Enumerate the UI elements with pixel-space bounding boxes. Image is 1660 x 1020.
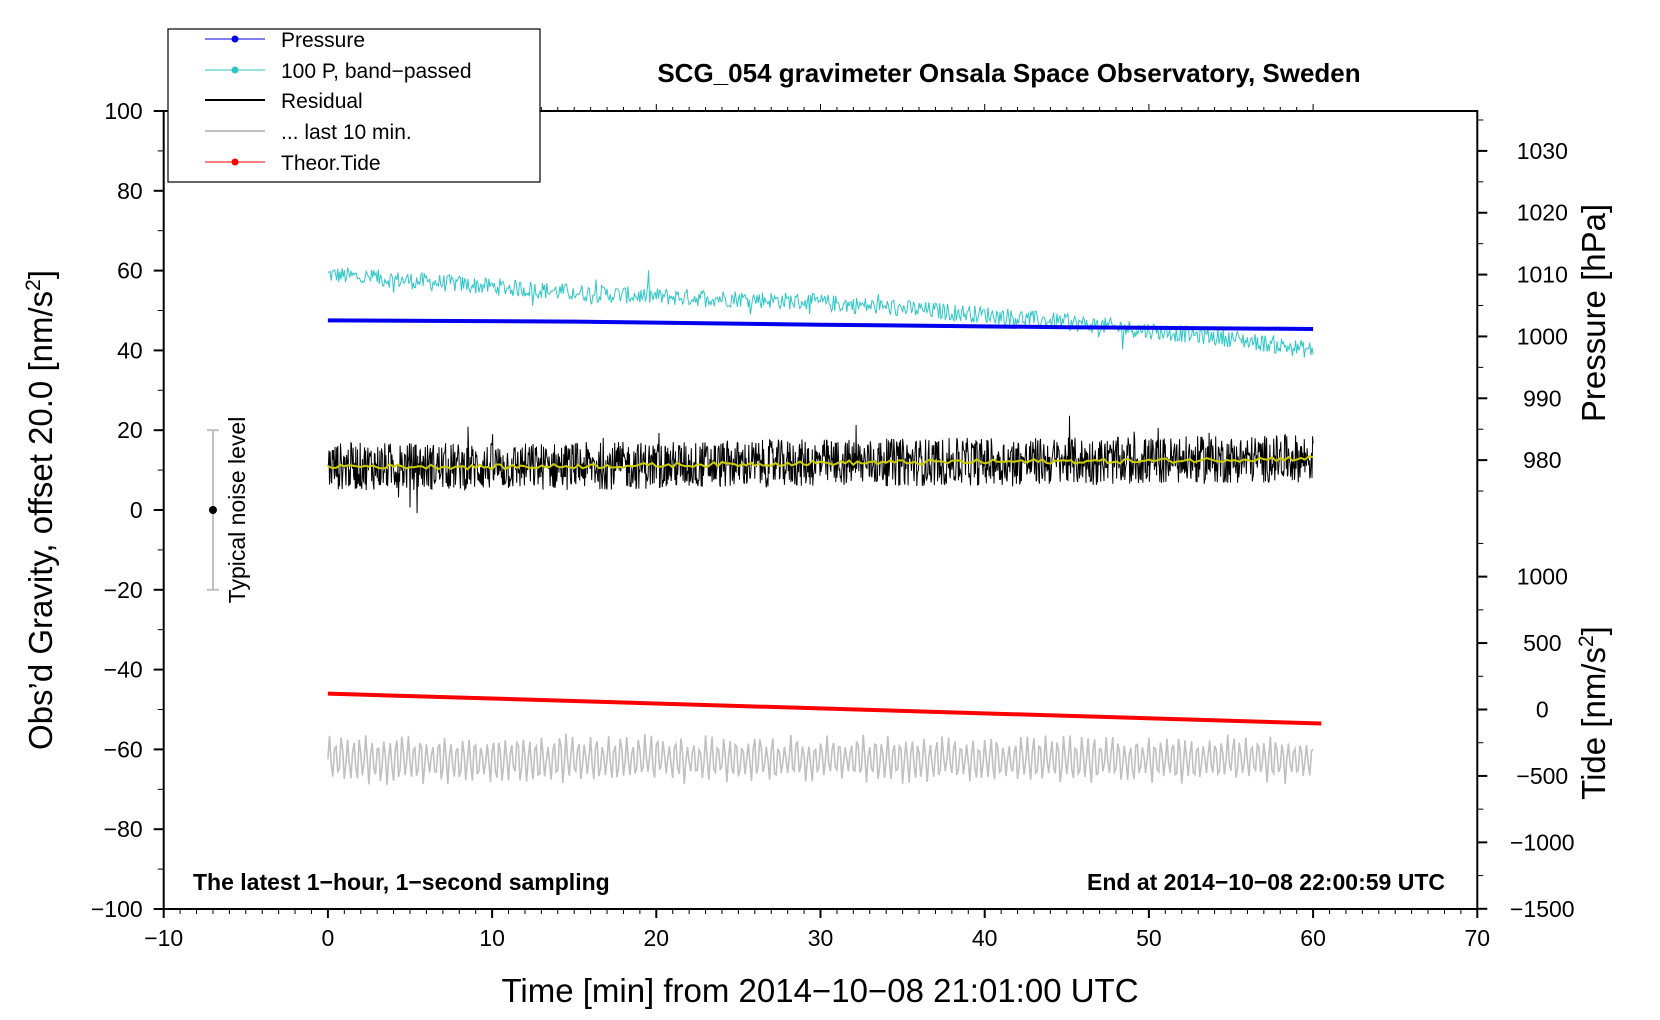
x-tick-label: 50 [1136, 925, 1162, 951]
legend-label-bandpassed: 100 P, band−passed [281, 60, 472, 83]
series-residual [327, 415, 1314, 514]
y-tick-label: −40 [104, 657, 143, 683]
x-tick-label: 0 [322, 925, 335, 951]
chart-title: SCG_054 gravimeter Onsala Space Observat… [657, 58, 1360, 88]
legend-bandpassed: 100 P, band−passed [205, 60, 472, 83]
y-tick-label: 80 [117, 178, 143, 204]
series-bandpassed [327, 267, 1314, 358]
x-axis-title: Time [min] from 2014−10−08 21:01:00 UTC [501, 972, 1138, 1009]
legend-pressure: Pressure [205, 29, 365, 52]
legend-label-last10: ... last 10 min. [281, 121, 412, 144]
pressure-tick-label: 1000 [1517, 323, 1568, 349]
tide-tick-label: 0 [1536, 697, 1549, 723]
data-series [327, 267, 1322, 785]
tide-tick-label: −1000 [1510, 829, 1575, 855]
legend-box [167, 28, 541, 183]
x-tick-label: 40 [972, 925, 998, 951]
legend-label-pressure: Pressure [281, 29, 365, 52]
legend: Pressure 100 P, band−passed Residual ...… [167, 28, 541, 183]
pressure-tick-label: 1010 [1517, 262, 1568, 288]
y-axis-title-pressure: Pressure [hPa] [1575, 204, 1612, 422]
x-tick-label: −10 [144, 925, 183, 951]
pressure-tick-label: 1030 [1517, 138, 1568, 164]
pressure-tick-label: 990 [1523, 385, 1561, 411]
y-tick-label: −80 [104, 816, 143, 842]
y-tick-label: 100 [104, 98, 142, 124]
legend-label-residual: Residual [281, 90, 363, 113]
legend-tide: Theor.Tide [205, 152, 381, 175]
tide-tick-label: 1000 [1517, 564, 1568, 590]
end-time-note: End at 2014−10−08 22:00:59 UTC [1087, 869, 1445, 895]
y-tick-label: 0 [130, 497, 143, 523]
tide-tick-label: −500 [1516, 763, 1568, 789]
y-tick-label: 60 [117, 258, 143, 284]
legend-last10: ... last 10 min. [205, 121, 412, 144]
legend-marker-bandpassed [231, 66, 239, 74]
x-tick-label: 70 [1465, 925, 1491, 951]
legend-marker-tide [231, 158, 239, 166]
y-axis-title-tide: Tide [nm/s2] [1575, 626, 1612, 800]
y-tick-label: −20 [104, 577, 143, 603]
x-tick-label: 30 [808, 925, 834, 951]
x-tick-label: 60 [1300, 925, 1326, 951]
series-last-10-min [327, 733, 1314, 785]
noise-level-label: Typical noise level [224, 417, 250, 604]
noise-level-indicator: Typical noise level [206, 417, 250, 604]
pressure-tick-label: 1020 [1517, 200, 1568, 226]
y-tick-label: −100 [91, 896, 143, 922]
series-pressure [327, 318, 1314, 331]
legend-label-tide: Theor.Tide [281, 152, 381, 175]
series-theor-tide [327, 691, 1322, 726]
x-tick-label: 10 [479, 925, 505, 951]
tide-tick-label: −1500 [1510, 896, 1575, 922]
legend-residual: Residual [205, 90, 363, 113]
y-tick-label: −60 [104, 736, 143, 762]
y-axis-title-gravity: Obs’d Gravity, offset 20.0 [nm/s2] [22, 270, 59, 750]
sampling-note: The latest 1−hour, 1−second sampling [193, 869, 610, 895]
pressure-tick-label: 980 [1523, 447, 1561, 473]
y-tick-label: 40 [117, 337, 143, 363]
y-tick-label: 20 [117, 417, 143, 443]
legend-marker-pressure [231, 35, 239, 43]
tide-tick-label: 500 [1523, 630, 1561, 656]
plot-frame [162, 110, 1479, 910]
noise-bar-center-dot [208, 506, 217, 514]
axis-ticks: −10 0 10 20 30 40 50 60 70−100−80−60−40−20020406… [91, 98, 1575, 951]
series-running-mean [327, 455, 1314, 471]
x-tick-label: 20 [644, 925, 670, 951]
